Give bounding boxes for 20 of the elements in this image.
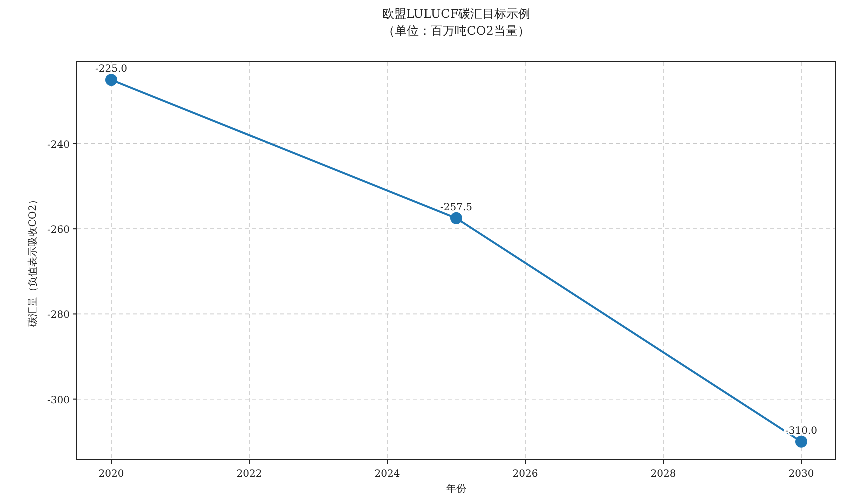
chart-title: 欧盟LULUCF碳汇目标示例 bbox=[382, 7, 531, 21]
y-tick-label: -300 bbox=[48, 395, 70, 406]
x-tick-label: 2024 bbox=[374, 469, 400, 480]
text: -257.5 bbox=[440, 202, 473, 214]
x-tick-label: 2026 bbox=[512, 469, 538, 480]
y-tick-label: -240 bbox=[48, 140, 70, 151]
y-tick-label: -280 bbox=[48, 310, 70, 322]
point bbox=[450, 212, 462, 224]
point bbox=[796, 436, 808, 448]
x-tick-label: 2030 bbox=[788, 469, 814, 480]
point bbox=[106, 74, 118, 86]
x-tick-label: 2028 bbox=[650, 469, 676, 480]
chart-subtitle: （单位：百万吨CO2当量） bbox=[383, 24, 530, 38]
x-tick-label: 2022 bbox=[236, 469, 262, 480]
x-axis-title: 年份 bbox=[446, 483, 466, 495]
y-tick-label: -260 bbox=[48, 225, 70, 236]
text: -225.0 bbox=[95, 64, 128, 76]
y-axis-title: 碳汇量（负值表示吸收CO2） bbox=[27, 194, 39, 328]
text: -310.0 bbox=[785, 426, 818, 437]
x-tick-label: 2020 bbox=[98, 469, 124, 480]
